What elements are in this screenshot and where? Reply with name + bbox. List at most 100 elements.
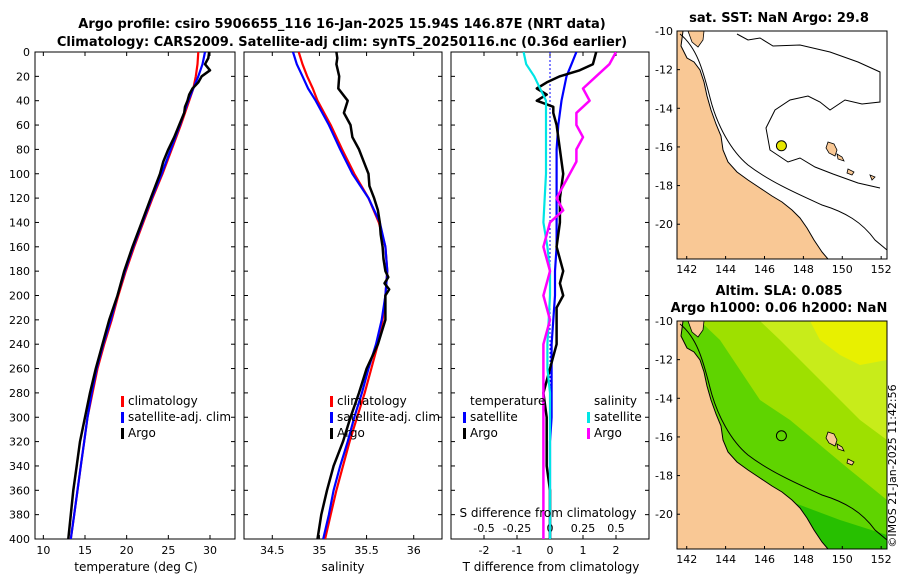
x-tick-label: 34.5	[260, 544, 285, 557]
depth-tick-label: 160	[9, 241, 30, 254]
temperature-xlabel: temperature (deg C)	[74, 560, 197, 574]
temperature-axes	[34, 51, 236, 540]
salinity-series	[291, 52, 391, 539]
lat-tick-label: -16	[655, 141, 673, 154]
lat-tick-label: -16	[655, 431, 673, 444]
depth-contour	[679, 33, 887, 251]
sst-lat-tick-labels: -10 -12 -14 -16 -18 -20	[655, 25, 680, 231]
legend-label-argo: Argo	[337, 426, 365, 440]
difference-series	[522, 52, 618, 539]
salinity-legend: climatology satellite-adj. clim Argo	[330, 394, 440, 440]
depth-tick-label: 20	[16, 70, 30, 83]
legend-swatch-t-satellite	[463, 412, 466, 423]
temperature-tick-labels: 10 15 20 25 30	[36, 52, 217, 557]
lat-tick-label: -10	[655, 25, 673, 38]
legend-label-t-satellite: satellite	[470, 410, 518, 424]
sla-map-title-1: Altim. SLA: 0.085	[716, 284, 843, 299]
lon-tick-label: 148	[793, 263, 814, 276]
lon-tick-label: 150	[832, 553, 853, 566]
depth-tick-label: 260	[9, 363, 30, 376]
depth-tick-label: 120	[9, 192, 30, 205]
x-tick-label: 36	[407, 544, 421, 557]
series-line-salinity-argo	[542, 52, 618, 539]
sla-map-frame	[676, 320, 888, 550]
coral-sea-islands	[825, 141, 876, 181]
legend-label-s-satellite: satellite	[594, 410, 642, 424]
lat-tick-label: -20	[655, 218, 673, 231]
depth-tick-labels: 0 20 40 60 80 100 120 140 160 180 200 220 240 260 280 3…	[9, 46, 649, 546]
depth-tick-label: 140	[9, 216, 30, 229]
depth-tick-label: 80	[16, 143, 30, 156]
depth-tick-label: 380	[9, 509, 30, 522]
legend-header-salinity: salinity	[594, 394, 637, 408]
x-tick-label: -0.5	[473, 522, 494, 535]
temperature-series	[67, 52, 212, 539]
lon-tick-label: 150	[832, 263, 853, 276]
series-line-satellite-adj-clim	[291, 52, 389, 539]
x-tick-label: 0.5	[607, 522, 625, 535]
legend-label-climatology: climatology	[128, 394, 198, 408]
depth-tick-label: 100	[9, 168, 30, 181]
depth-tick-label: 0	[23, 46, 30, 59]
sla-map-body	[677, 321, 887, 549]
series-line-argo	[316, 52, 391, 539]
series-line-salinity-satellite	[522, 52, 552, 539]
lat-tick-label: -10	[655, 315, 673, 328]
lon-tick-label: 146	[754, 553, 775, 566]
legend-label-t-argo: Argo	[470, 426, 498, 440]
depth-tick-label: 180	[9, 265, 30, 278]
legend-swatch-argo	[330, 428, 333, 439]
x-tick-label: 0	[547, 544, 554, 557]
depth-tick-label: 320	[9, 436, 30, 449]
salinity-tick-labels: 34.5 35 35.5 36	[260, 52, 421, 557]
depth-contour	[679, 323, 887, 541]
sla-lon-tick-labels: 142 144 146 148 150 152	[676, 546, 892, 566]
lat-tick-label: -12	[655, 64, 673, 77]
cape-york-land	[687, 31, 705, 48]
lon-tick-label: 144	[715, 553, 736, 566]
legend-swatch-s-argo	[587, 428, 590, 439]
lat-tick-label: -12	[655, 354, 673, 367]
salinity-xlabel: salinity	[321, 560, 364, 574]
x-tick-label: 20	[120, 544, 134, 557]
legend-label-s-argo: Argo	[594, 426, 622, 440]
x-tick-label: 15	[78, 544, 92, 557]
temperature-legend: climatology satellite-adj. clim Argo	[121, 394, 231, 440]
x-tick-label: 35.5	[354, 544, 379, 557]
legend-label-satellite: satellite-adj. clim	[337, 410, 440, 424]
x-tick-label: -2	[479, 544, 490, 557]
australia-land	[677, 31, 829, 259]
coral-sea-islands	[825, 431, 855, 466]
sst-map-frame	[676, 30, 888, 260]
legend-swatch-t-argo	[463, 428, 466, 439]
sst-map-title: sat. SST: NaN Argo: 29.8	[689, 11, 869, 26]
reef-contour	[736, 33, 881, 189]
s-difference-xlabel: S difference from climatology	[460, 506, 637, 520]
x-tick-label: 35	[312, 544, 326, 557]
series-line-argo	[67, 52, 212, 539]
lat-tick-label: -18	[655, 180, 673, 193]
title-line-2: Climatology: CARS2009. Satellite-adj cli…	[57, 35, 627, 50]
lon-tick-label: 144	[715, 263, 736, 276]
series-line-satellite-adj-clim	[69, 52, 207, 539]
x-tick-label: -0.25	[503, 522, 531, 535]
difference-legend-salinity: salinity satellite Argo	[587, 394, 642, 440]
depth-tick-label: 220	[9, 314, 30, 327]
legend-swatch-climatology	[121, 396, 124, 407]
sst-map-body	[677, 31, 887, 259]
imos-timestamp: ©IMOS 21-Jan-2025 11:42:56	[886, 384, 899, 547]
x-tick-label: -1	[512, 544, 523, 557]
sla-field-peak	[810, 321, 887, 365]
depth-tick-label: 40	[16, 95, 30, 108]
legend-label-satellite: satellite-adj. clim	[128, 410, 231, 424]
legend-header-temperature: temperature	[470, 394, 545, 408]
depth-tick-label: 240	[9, 338, 30, 351]
sst-lon-tick-labels: 142 144 146 148 150 152	[676, 256, 892, 276]
depth-tick-label: 300	[9, 411, 30, 424]
cape-york-land	[687, 321, 705, 338]
lat-tick-label: -20	[655, 508, 673, 521]
argo-position-marker	[775, 430, 787, 442]
lon-tick-label: 152	[871, 263, 892, 276]
difference-legend-temperature: temperature satellite Argo	[463, 394, 545, 440]
x-tick-label: 0.25	[571, 522, 596, 535]
